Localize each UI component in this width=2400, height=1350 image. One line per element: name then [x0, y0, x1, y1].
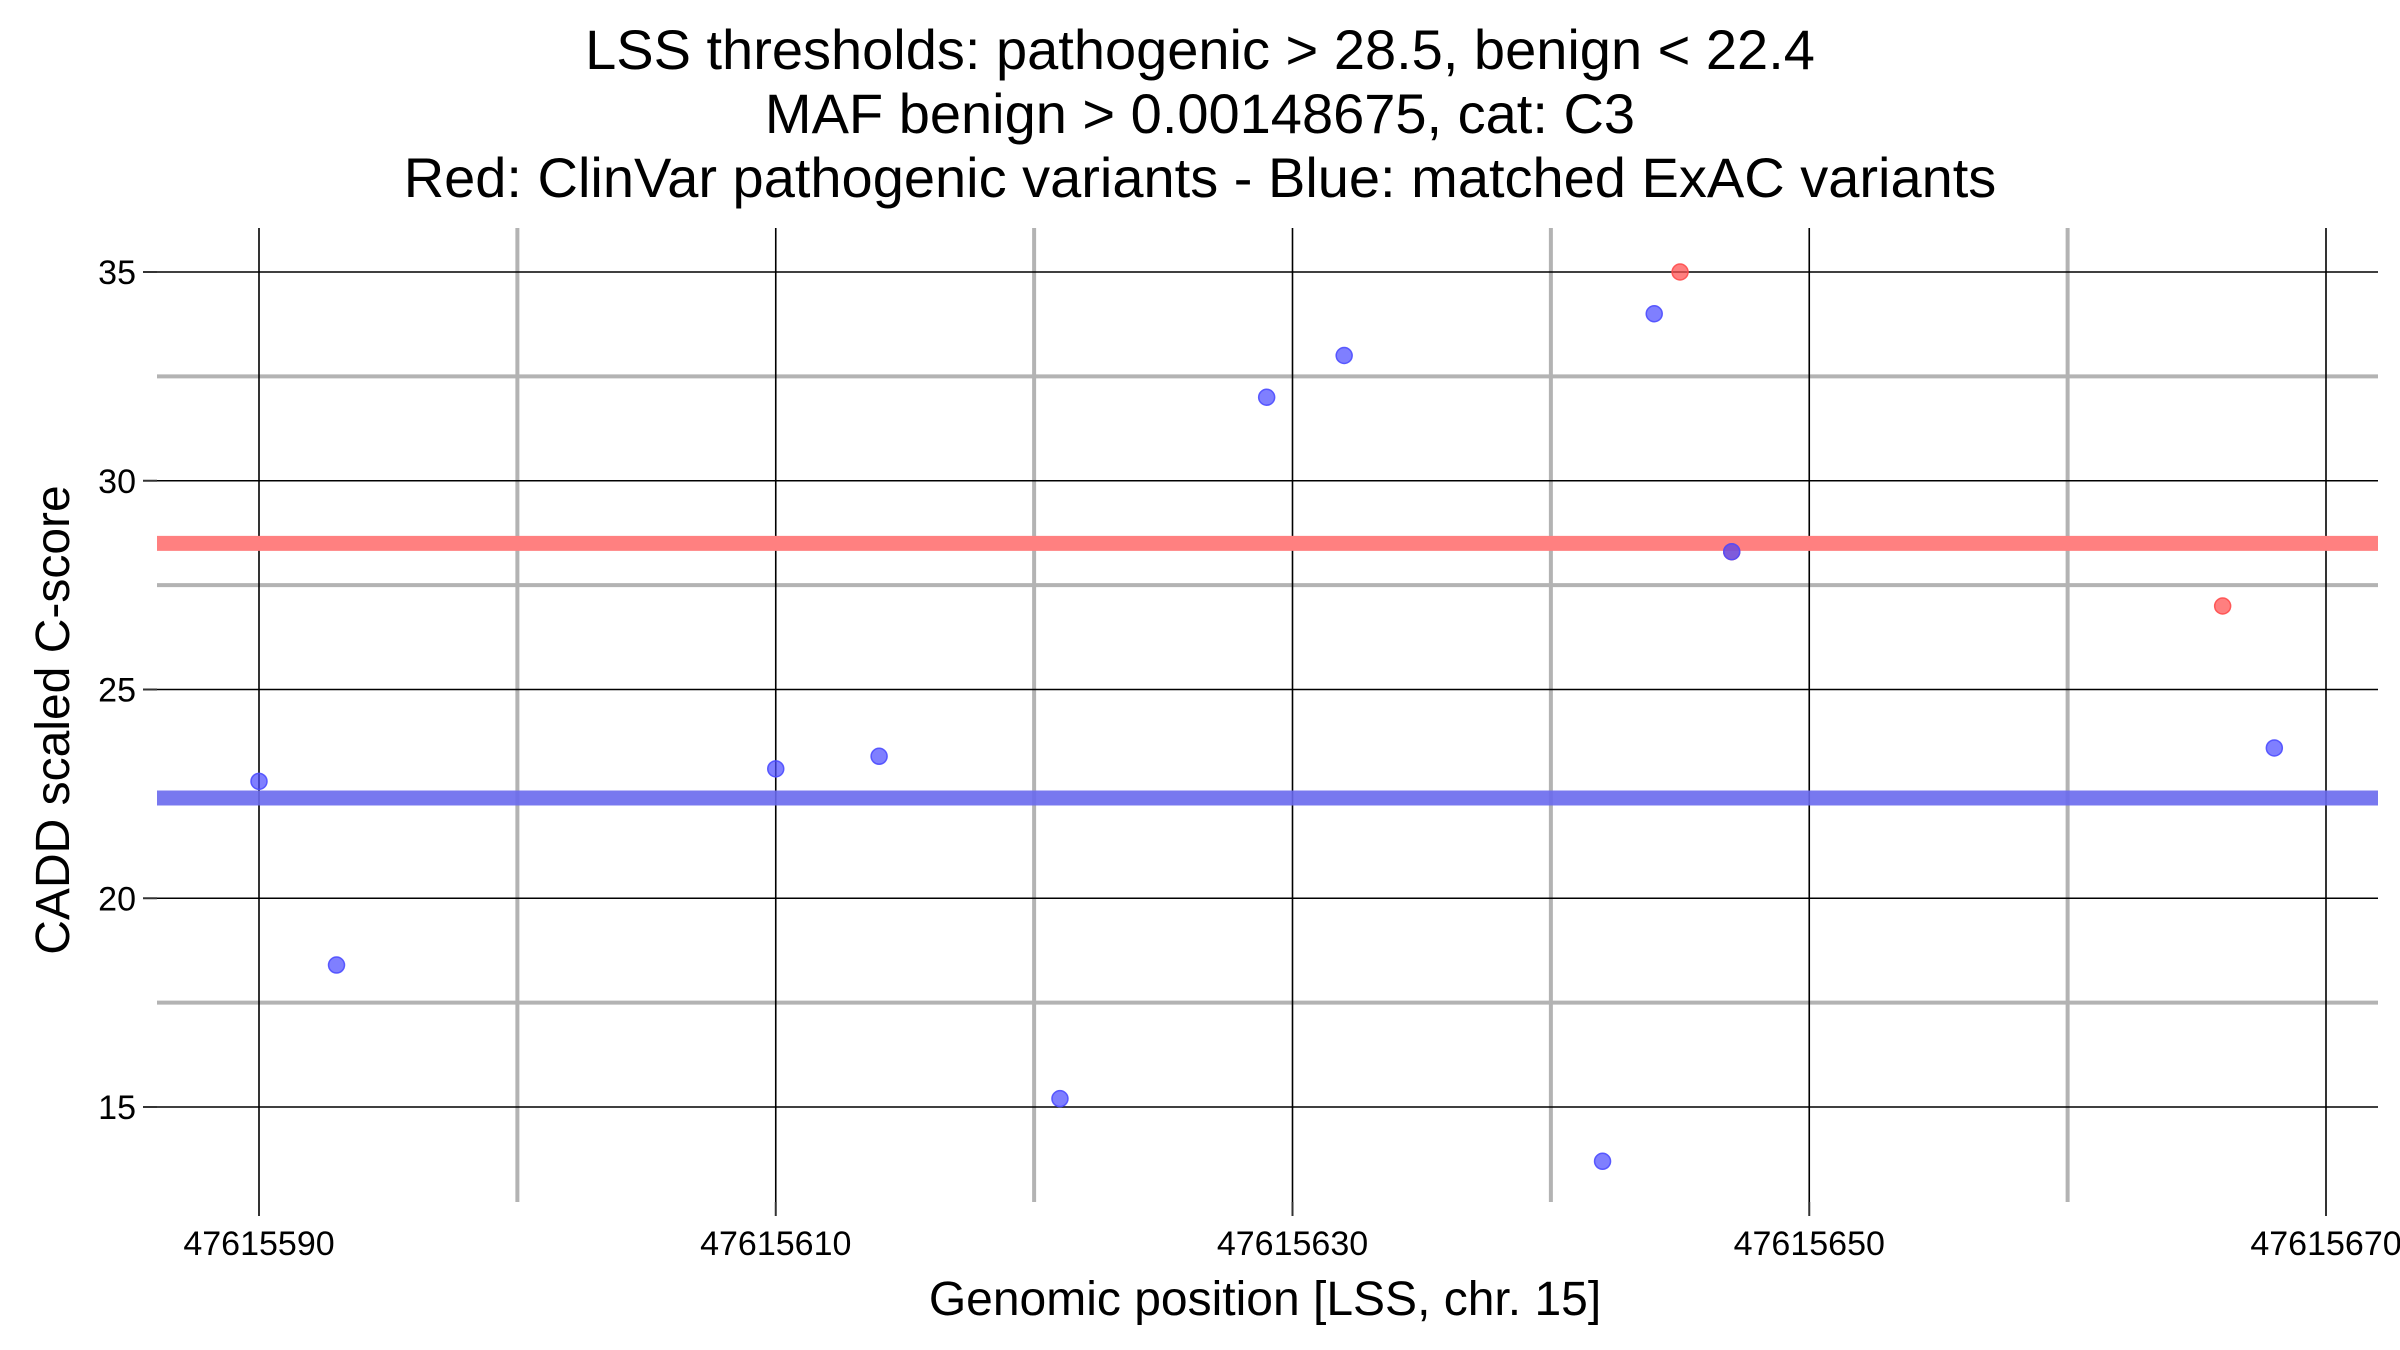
exac-point [250, 772, 268, 791]
exac-point [1645, 305, 1663, 323]
pathogenic-point [1671, 263, 1689, 281]
x-tick-label: 47615670 [2250, 1225, 2400, 1263]
y-tick-label: 25 [98, 672, 136, 710]
x-axis-title: Genomic position [LSS, chr. 15] [928, 1273, 1602, 1326]
y-tick-label: 30 [98, 463, 136, 501]
x-tick-label: 47615610 [700, 1225, 851, 1263]
grid-layer [157, 228, 2378, 1202]
tick-layer: 15 20 25 30 35 47615590 47615610 47615630 476156… [98, 254, 2400, 1263]
chart-title-line-3: Red: ClinVar pathogenic variants - Blue:… [403, 146, 1997, 209]
pathogenic-point [2213, 597, 2232, 615]
x-tick-label: 47615630 [1217, 1225, 1368, 1263]
chart-title-line-2: MAF benign > 0.00148675, cat: C3 [764, 82, 1636, 145]
x-tick-label: 47615590 [183, 1225, 334, 1263]
exac-point [2265, 739, 2284, 757]
y-tick-label: 20 [98, 880, 136, 918]
exac-point [327, 956, 346, 974]
exac-point [870, 747, 888, 766]
y-tick-label: 35 [98, 254, 136, 292]
y-tick-label: 15 [98, 1089, 136, 1127]
x-tick-label: 47615650 [1734, 1225, 1885, 1263]
exac-point [1722, 542, 1741, 561]
exac-point [1335, 346, 1353, 365]
exac-point [1593, 1152, 1612, 1171]
exac-point [1051, 1089, 1069, 1108]
y-axis-title: CADD scaled C-score [27, 485, 80, 955]
chart-title-line-1: LSS thresholds: pathogenic > 28.5, benig… [585, 18, 1815, 81]
point-layer [250, 263, 2284, 1171]
exac-point [1257, 388, 1276, 406]
exac-point [767, 760, 785, 778]
threshold-layer [157, 535, 2378, 806]
